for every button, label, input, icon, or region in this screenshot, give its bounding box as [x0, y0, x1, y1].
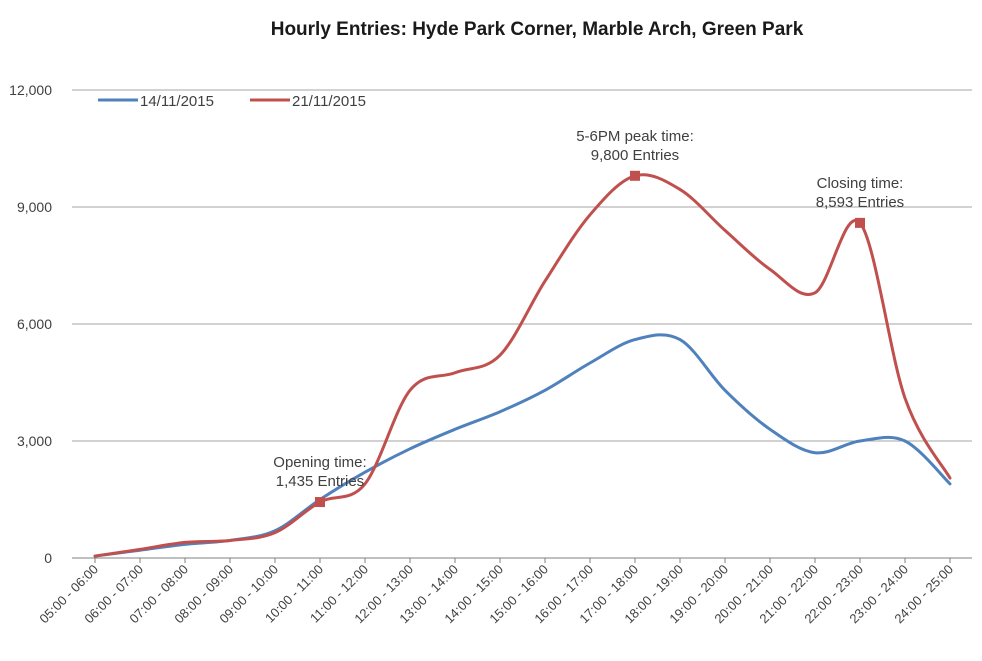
annotation-marker — [315, 497, 325, 508]
legend-label: 21/11/2015 — [292, 93, 366, 110]
annotation-label: 1,435 Entries — [276, 473, 364, 490]
y-tick-label: 0 — [44, 550, 52, 566]
legend: 14/11/2015 21/11/2015 — [98, 93, 366, 110]
annotation-label: Closing time: — [817, 175, 904, 192]
annotation-markers — [315, 170, 865, 508]
y-tick-label: 6,000 — [17, 316, 52, 332]
y-tick-label: 3,000 — [17, 433, 52, 449]
annotation-label: 5-6PM peak time: — [576, 128, 694, 145]
chart-title: Hourly Entries: Hyde Park Corner, Marble… — [271, 19, 804, 40]
series-line-1 — [93, 333, 952, 558]
legend-label: 14/11/2015 — [140, 93, 214, 110]
y-tick-label: 12,000 — [9, 82, 52, 98]
series-line-2 — [93, 173, 952, 558]
annotation-label: 8,593 Entries — [816, 194, 904, 211]
series-lines — [93, 173, 952, 558]
annotation-label: 9,800 Entries — [591, 147, 679, 164]
annotations: Opening time: 1,435 Entries 5-6PM peak tim… — [273, 128, 904, 490]
annotation-marker — [630, 170, 640, 181]
annotation-marker — [855, 217, 865, 228]
y-axis-ticks: 0 3,000 6,000 9,000 12,000 — [9, 82, 52, 566]
y-tick-label: 9,000 — [17, 199, 52, 215]
annotation-label: Opening time: — [273, 454, 366, 471]
